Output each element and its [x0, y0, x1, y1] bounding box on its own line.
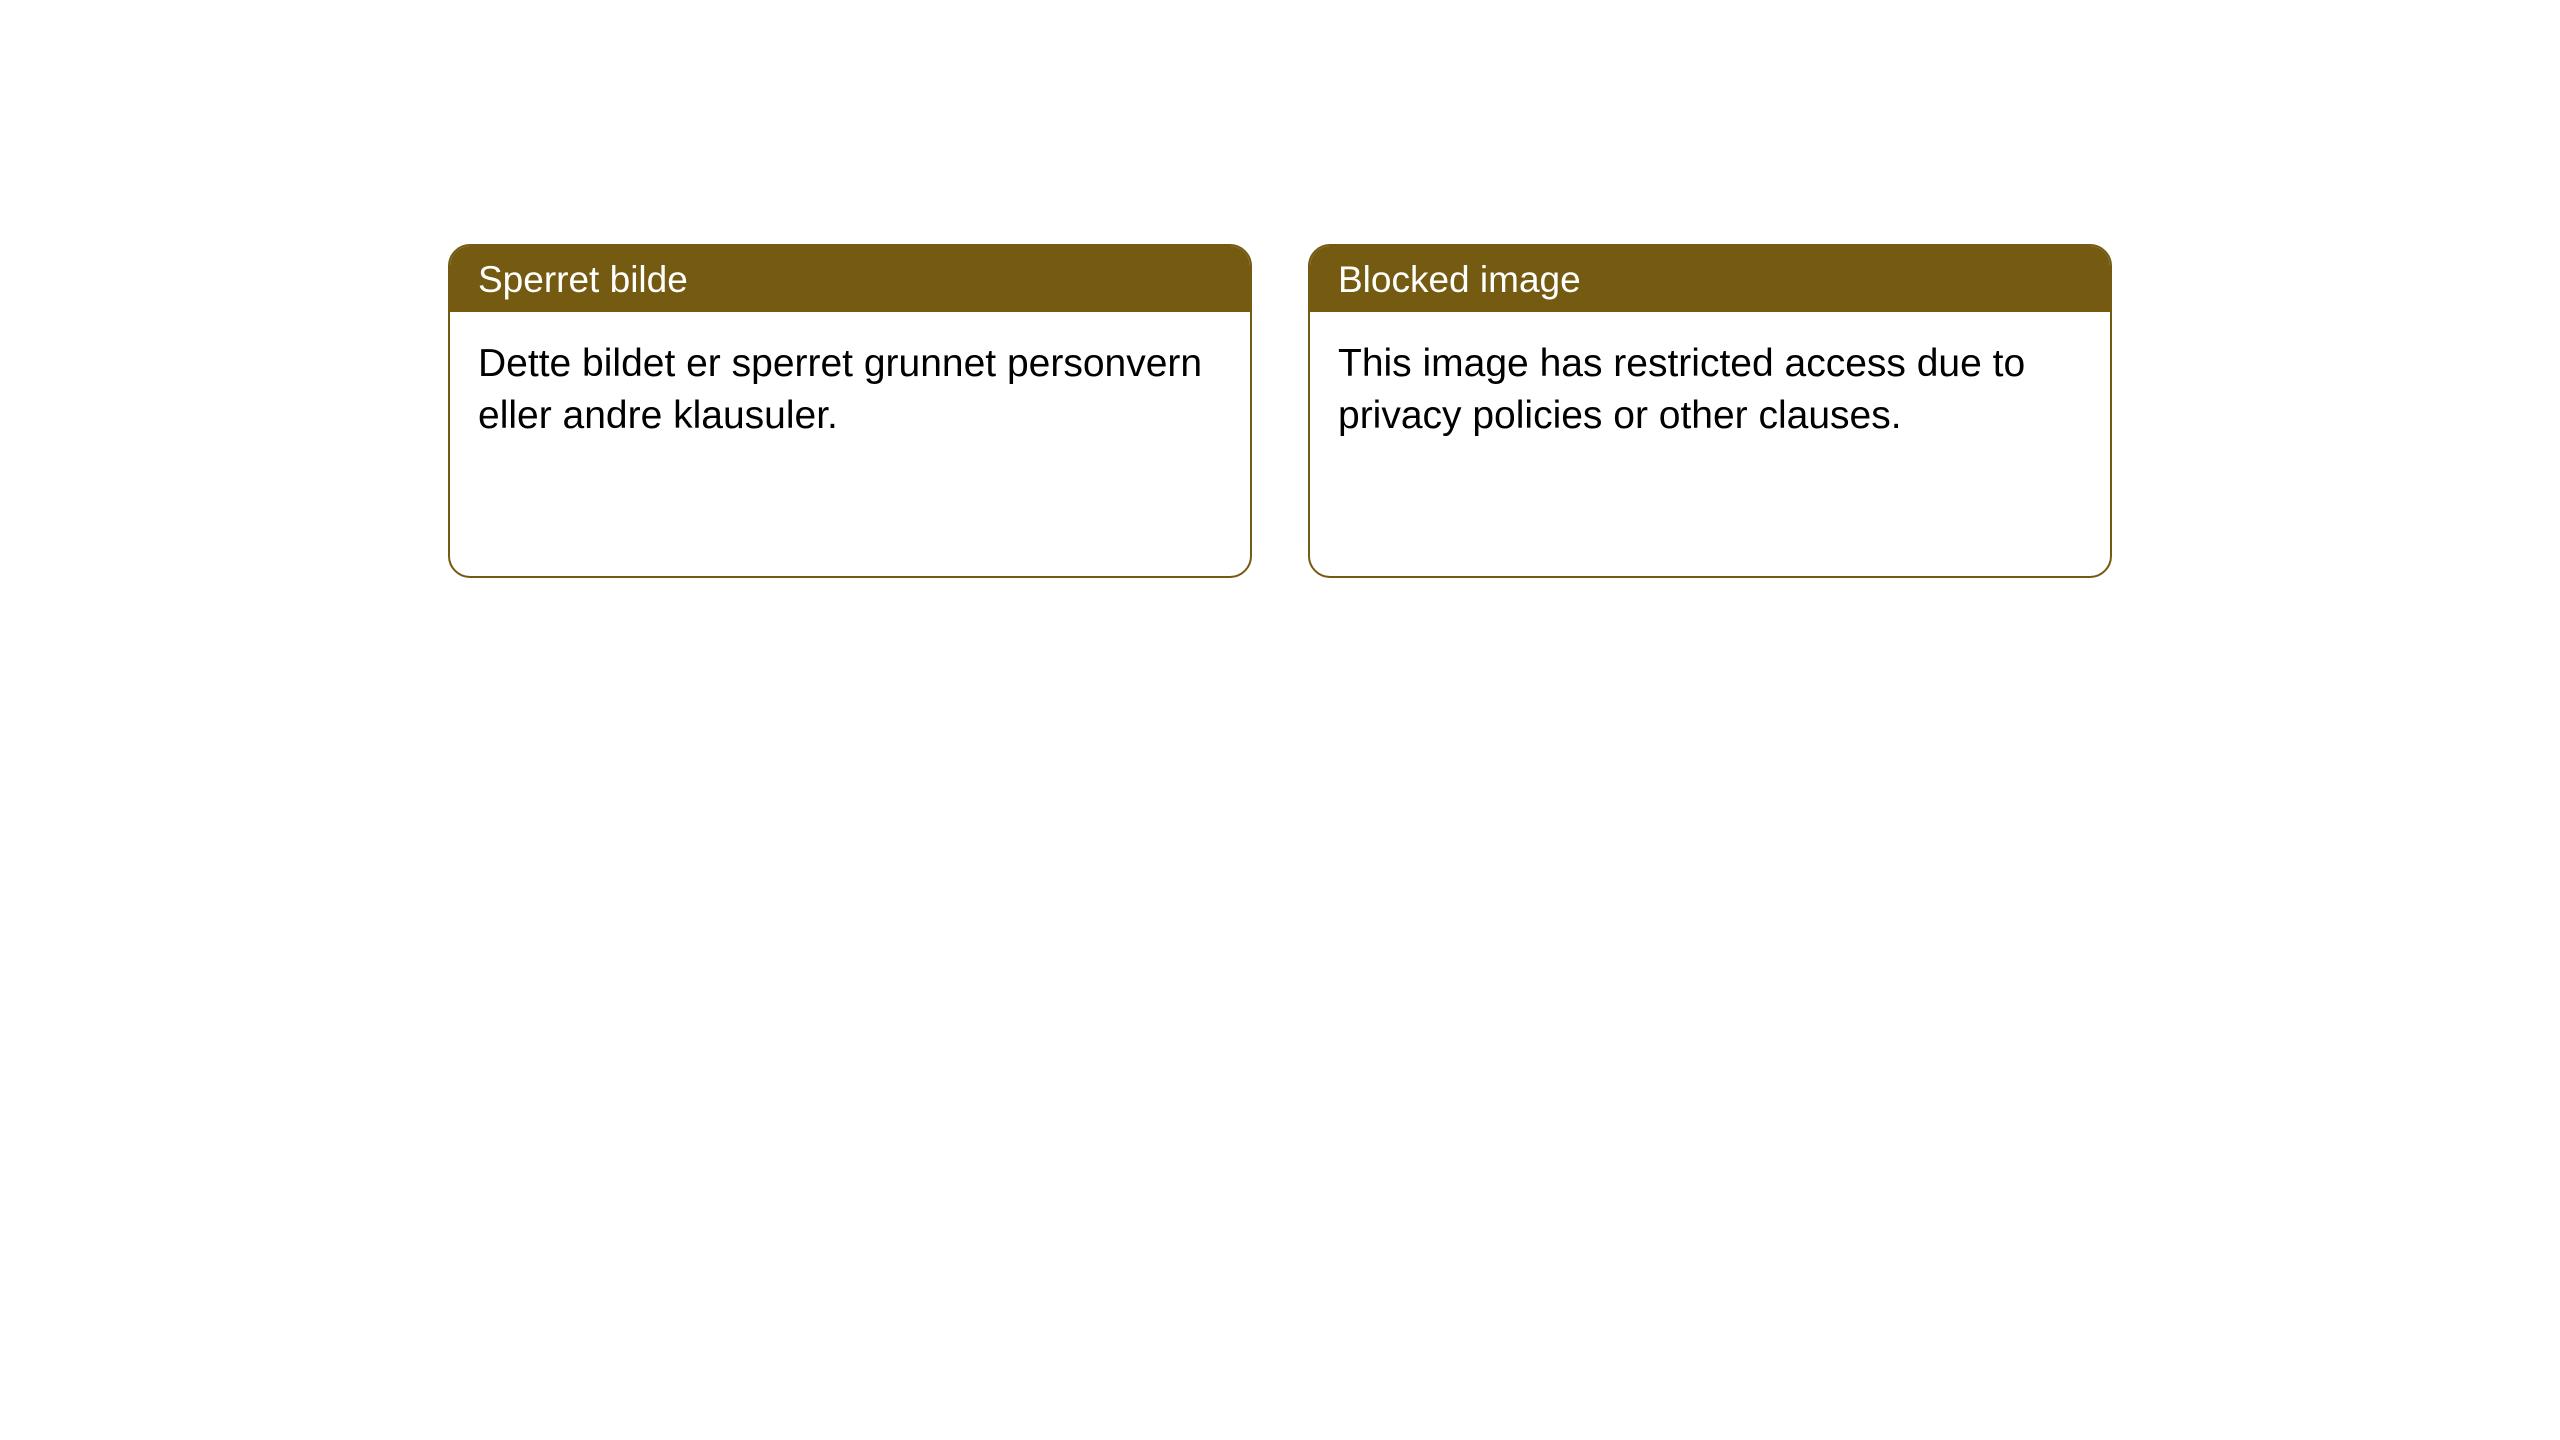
card-title: Blocked image	[1338, 259, 1581, 300]
card-title: Sperret bilde	[478, 259, 688, 300]
notice-cards-container: Sperret bilde Dette bildet er sperret gr…	[448, 244, 2112, 578]
notice-card-norwegian: Sperret bilde Dette bildet er sperret gr…	[448, 244, 1252, 578]
card-body: Dette bildet er sperret grunnet personve…	[450, 312, 1250, 467]
notice-card-english: Blocked image This image has restricted …	[1308, 244, 2112, 578]
card-header: Blocked image	[1310, 246, 2110, 312]
card-header: Sperret bilde	[450, 246, 1250, 312]
card-body-text: This image has restricted access due to …	[1338, 342, 2025, 436]
card-body-text: Dette bildet er sperret grunnet personve…	[478, 342, 1202, 436]
card-body: This image has restricted access due to …	[1310, 312, 2110, 467]
